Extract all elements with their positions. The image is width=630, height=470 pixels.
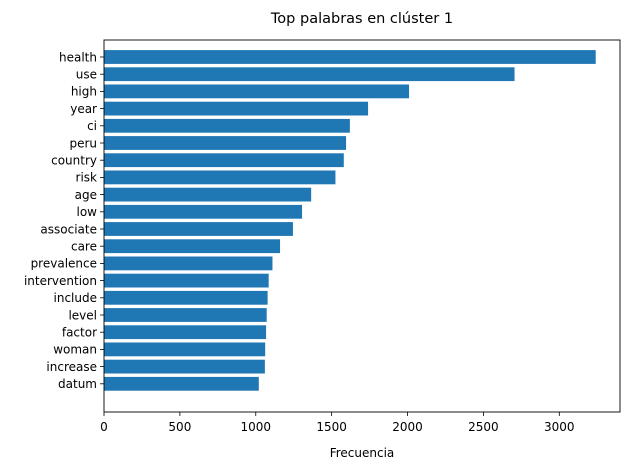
bar-associate bbox=[104, 222, 293, 236]
y-tick-label: prevalence bbox=[31, 257, 97, 271]
y-tick-label: woman bbox=[53, 343, 97, 357]
y-tick-label: increase bbox=[46, 360, 97, 374]
bar-risk bbox=[104, 170, 336, 185]
bar-factor bbox=[104, 325, 267, 340]
y-tick-label: include bbox=[54, 291, 97, 305]
bar-peru bbox=[104, 136, 347, 150]
x-tick-label: 2500 bbox=[468, 420, 499, 434]
y-axis-ticks: health use high year ci peru country risk age low… bbox=[24, 50, 104, 391]
bar-country bbox=[104, 153, 344, 168]
bar-level bbox=[104, 308, 267, 322]
plot-frame bbox=[103, 39, 621, 413]
bar-low bbox=[104, 204, 303, 219]
y-tick-label: ci bbox=[87, 119, 97, 133]
y-tick-label: associate bbox=[40, 222, 97, 236]
y-tick-label: factor bbox=[62, 326, 97, 340]
bar-health bbox=[104, 50, 596, 64]
x-tick-label: 0 bbox=[100, 420, 108, 434]
bar-include bbox=[104, 290, 268, 305]
bar-age bbox=[104, 187, 312, 202]
bar-datum bbox=[104, 376, 259, 391]
y-tick-label: care bbox=[71, 240, 97, 254]
bar-high bbox=[104, 84, 410, 99]
y-tick-label: low bbox=[77, 205, 98, 219]
y-tick-label: health bbox=[59, 50, 97, 64]
y-tick-label: use bbox=[76, 68, 97, 82]
bar-ci bbox=[104, 118, 350, 133]
bar-care bbox=[104, 239, 281, 254]
x-axis-ticks: 0 500 1000 1500 2000 2500 3000 bbox=[100, 412, 575, 434]
y-tick-label: age bbox=[75, 188, 97, 202]
y-tick-label: intervention bbox=[24, 274, 97, 288]
x-tick-label: 3000 bbox=[544, 420, 575, 434]
x-axis-label: Frecuencia bbox=[330, 446, 395, 460]
bar-prevalence bbox=[104, 256, 273, 271]
y-tick-label: country bbox=[51, 154, 97, 168]
bar-intervention bbox=[104, 273, 269, 288]
y-tick-label: high bbox=[71, 85, 97, 99]
y-tick-label: risk bbox=[76, 171, 98, 185]
x-tick-label: 500 bbox=[168, 420, 191, 434]
y-tick-label: datum bbox=[58, 377, 97, 391]
bars-group bbox=[104, 50, 596, 391]
bar-woman bbox=[104, 342, 266, 357]
bar-increase bbox=[104, 359, 265, 374]
x-tick-label: 1500 bbox=[316, 420, 347, 434]
y-tick-label: level bbox=[68, 308, 97, 322]
y-tick-label: peru bbox=[69, 136, 97, 150]
chart-title: Top palabras en clúster 1 bbox=[270, 11, 453, 27]
y-tick-label: year bbox=[70, 102, 97, 116]
x-tick-label: 1000 bbox=[240, 420, 271, 434]
x-tick-label: 2000 bbox=[392, 420, 423, 434]
bar-year bbox=[104, 101, 369, 116]
bar-use bbox=[104, 67, 515, 82]
